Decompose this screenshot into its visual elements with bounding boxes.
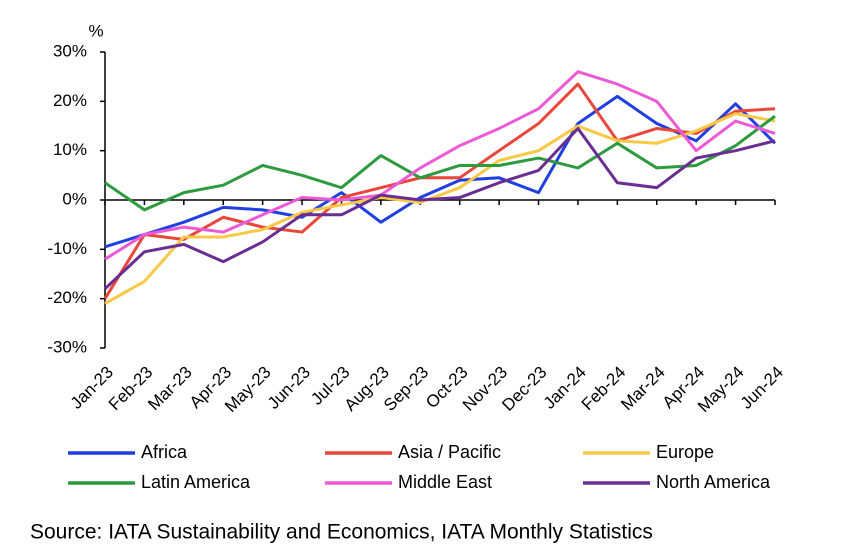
legend-label: Africa	[141, 442, 188, 462]
y-tick-label: -30%	[47, 337, 87, 356]
y-tick-label: -20%	[47, 288, 87, 307]
series-line	[104, 70, 776, 261]
x-tick-label: Dec-23	[498, 363, 550, 415]
legend-label: Europe	[656, 442, 714, 462]
legend-label: North America	[656, 472, 771, 492]
legend-label: Middle East	[398, 472, 492, 492]
legend-label: Asia / Pacific	[398, 442, 501, 462]
x-tick-label: Sep-23	[380, 363, 432, 415]
y-tick-label: 0%	[62, 189, 87, 208]
y-tick-label: -10%	[47, 239, 87, 258]
series-line	[104, 112, 776, 305]
source-note: Source: IATA Sustainability and Economic…	[30, 521, 653, 544]
series-line	[103, 126, 776, 290]
y-tick-label: 20%	[53, 91, 87, 110]
y-tick-label: 30%	[53, 41, 87, 60]
y-tick-label: 10%	[53, 140, 87, 159]
x-tick-label: Mar-24	[617, 363, 669, 415]
series-line	[103, 82, 776, 300]
series-line	[104, 114, 776, 212]
x-tick-label: Jun-24	[737, 363, 787, 413]
y-axis-label: %	[88, 21, 103, 40]
x-tick-label: Mar-23	[144, 363, 196, 415]
x-tick-label: Jun-23	[264, 363, 314, 413]
legend-label: Latin America	[141, 472, 251, 492]
series-line	[104, 94, 777, 249]
